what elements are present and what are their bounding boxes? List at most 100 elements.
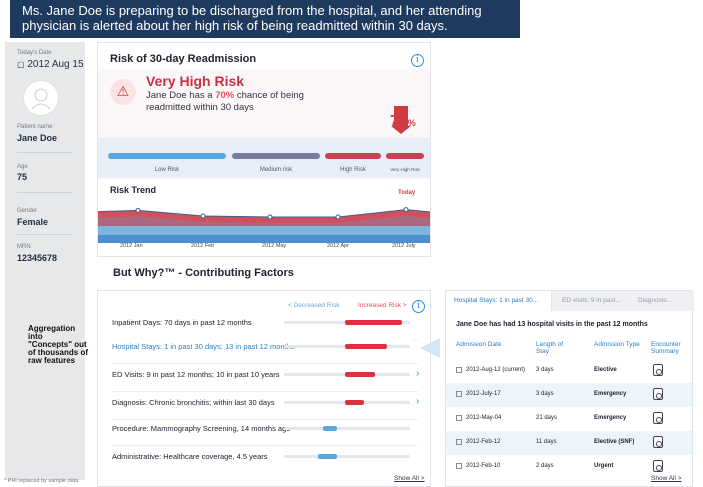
document-icon[interactable]: [653, 364, 663, 376]
column-header-admission-type[interactable]: Admission Type: [594, 341, 640, 348]
chevron-right-icon: >: [420, 475, 425, 482]
tab-diagnosis[interactable]: Diagnosis...: [628, 291, 694, 311]
document-icon[interactable]: [653, 436, 663, 448]
trend-x-label: 2012 Jan: [120, 243, 143, 249]
factor-decrease-bar: [323, 426, 337, 431]
show-all-link[interactable]: Show All >: [394, 475, 425, 482]
trend-x-label: 2012 May: [262, 243, 287, 249]
cell-type: Urgent: [594, 463, 614, 469]
factor-row[interactable]: Diagnosis: Chronic bronchitis; within la…: [112, 392, 419, 416]
banner-text: Ms. Jane Doe is preparing to be discharg…: [22, 3, 482, 33]
cell-stay: 11 days: [536, 439, 557, 445]
tab-ed-visits[interactable]: ED visits: 9 in past...: [552, 291, 628, 311]
cell-type: Elective: [594, 367, 617, 373]
trend-point: [403, 207, 409, 213]
factor-row[interactable]: Administrative: Healthcare coverage, 4.5…: [112, 446, 412, 470]
column-header-encounter-summary[interactable]: Encounter Summary: [651, 341, 681, 355]
calendar-icon: [456, 367, 462, 373]
column-header-admission-date[interactable]: Admission Date: [456, 341, 502, 348]
alert-banner: Ms. Jane Doe is preparing to be discharg…: [10, 0, 520, 38]
info-icon[interactable]: i: [411, 54, 424, 67]
cell-date: 2012-Feb-10: [466, 463, 501, 469]
date-value: ▢ 2012 Aug 15: [17, 59, 84, 70]
divider: [112, 419, 418, 420]
chevron-right-icon[interactable]: ›: [416, 396, 420, 407]
factor-increase-bar: [345, 320, 402, 325]
warning-triangle-icon: ⚠: [110, 79, 136, 105]
patient-name-label: Patient name: [17, 124, 53, 130]
patient-name-value: Jane Doe: [17, 133, 58, 143]
factor-row[interactable]: Inpatient Days: 70 days in past 12 month…: [112, 312, 412, 336]
factor-row[interactable]: Procedure: Mammography Screening, 14 mon…: [112, 418, 412, 442]
gender-label: Gender: [17, 208, 38, 214]
aggregation-annotation: Aggregation into "Concepts" out of thous…: [28, 324, 88, 365]
calendar-icon: ▢: [17, 60, 25, 69]
table-row[interactable]: 2012-May-04 21 days Emergency: [446, 407, 692, 431]
calendar-icon: [456, 391, 462, 397]
today-label: Today: [398, 190, 416, 196]
show-all-link[interactable]: Show All >: [651, 475, 682, 482]
trend-point: [200, 213, 206, 219]
cell-type: Emergency: [594, 391, 627, 397]
cell-stay: 3 days: [536, 367, 554, 373]
segment-label-very-high: Very High Risk: [390, 167, 420, 172]
table-row[interactable]: 2012-July-17 3 days Emergency: [446, 383, 692, 407]
divider: [17, 152, 73, 153]
avatar[interactable]: [23, 80, 59, 116]
table-row[interactable]: 2012-Feb-12 11 days Elective (SNF): [446, 431, 692, 455]
gender-value: Female: [17, 217, 49, 227]
document-icon[interactable]: [653, 412, 663, 424]
factor-track: [284, 455, 410, 458]
risk-panel: Risk of 30-day Readmission i ⚠ Very High…: [97, 42, 431, 257]
hospital-visits-summary: Jane Doe has had 13 hospital visits in t…: [456, 321, 648, 328]
factors-heading: But Why?™ - Contributing Factors: [113, 267, 294, 279]
trend-title: Risk Trend: [110, 185, 157, 195]
cell-type: Emergency: [594, 415, 627, 421]
factor-increase-bar: [345, 400, 364, 405]
mrn-label: MRN: [17, 244, 31, 250]
document-icon[interactable]: [653, 460, 663, 472]
segment-high: [325, 153, 381, 159]
encounter-detail-panel: Hospital Stays: 1 in past 30... ED visit…: [445, 290, 694, 487]
cell-stay: 3 days: [536, 391, 554, 397]
column-header-length-of-stay[interactable]: Length of Stay: [536, 341, 564, 355]
legend-decreased: < Decreased Risk: [288, 302, 340, 309]
segment-very-high: [386, 153, 424, 159]
table-row[interactable]: 2012-Aug-12 (current) 3 days Elective: [446, 359, 692, 383]
chevron-right-icon: >: [677, 475, 682, 482]
cell-date: 2012-Feb-12: [466, 439, 501, 445]
chevron-right-icon[interactable]: ›: [416, 368, 420, 379]
trend-x-label: 2012 Feb: [191, 243, 215, 249]
segment-label-high: High Risk: [340, 167, 366, 173]
divider: [112, 445, 418, 446]
connector-arrow: [420, 338, 440, 358]
date-label: Today's Date: [17, 50, 52, 56]
factor-row[interactable]: ED Visits: 9 in past 12 months; 10 in pa…: [112, 364, 419, 388]
divider: [17, 192, 73, 193]
factor-label: Inpatient Days: 70 days in past 12 month…: [112, 318, 252, 327]
table-row[interactable]: 2012-Feb-10 2 days Urgent: [446, 455, 692, 479]
factor-label: Hospital Stays: 1 in past 30 days; 13 in…: [112, 342, 295, 351]
document-icon[interactable]: [653, 388, 663, 400]
cell-stay: 2 days: [536, 463, 554, 469]
tab-hospital-stays[interactable]: Hospital Stays: 1 in past 30...: [446, 291, 552, 311]
phi-footnote: * PHI replaced by sample data: [4, 478, 79, 484]
calendar-icon: [456, 463, 462, 469]
age-label: Age: [17, 164, 28, 170]
info-icon[interactable]: i: [412, 300, 425, 313]
factor-label: Administrative: Healthcare coverage, 4.5…: [112, 452, 268, 461]
divider: [112, 363, 418, 364]
cell-date: 2012-Aug-12 (current): [466, 367, 526, 373]
divider: [17, 234, 73, 235]
factor-row[interactable]: Hospital Stays: 1 in past 30 days; 13 in…: [112, 336, 412, 360]
cell-type: Elective (SNF): [594, 439, 635, 445]
cell-stay: 21 days: [536, 415, 558, 421]
factor-track: [284, 427, 410, 430]
factor-decrease-bar: [318, 454, 337, 459]
factor-label: Procedure: Mammography Screening, 14 mon…: [112, 424, 291, 433]
cell-date: 2012-July-17: [466, 391, 501, 397]
risk-level: Very High Risk: [146, 73, 245, 89]
factor-increase-bar: [345, 372, 375, 377]
patient-sidebar: Today's Date ▢ 2012 Aug 15 Patient name …: [5, 42, 85, 480]
risk-description: Jane Doe has a 70% chance of being readm…: [146, 90, 304, 113]
